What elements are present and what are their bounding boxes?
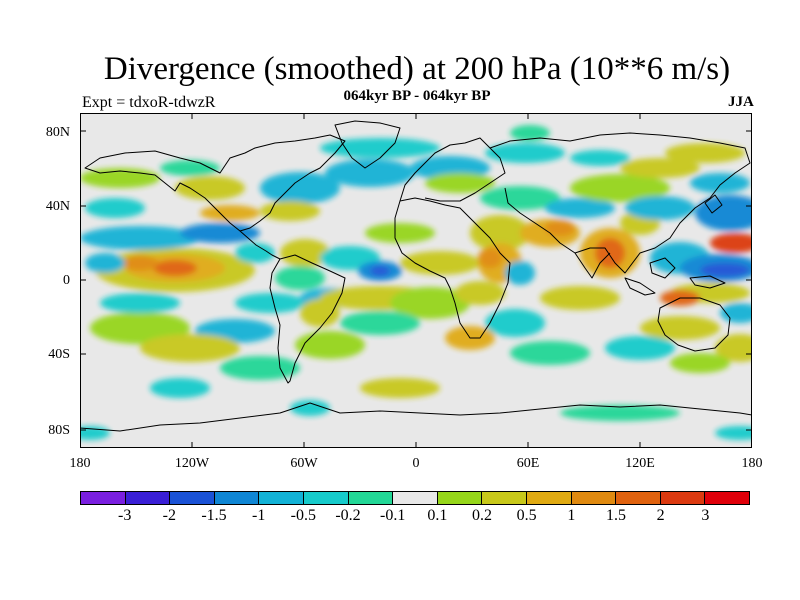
colorbar-swatch [81, 492, 126, 504]
colorbar-label: 1 [567, 507, 576, 524]
map-canvas [80, 113, 752, 448]
lon-tick-180w: 180 [69, 456, 91, 471]
lat-tick-40n: 40N [45, 199, 70, 214]
colorbar-label: 2 [656, 507, 665, 524]
lat-tick-80s: 80S [48, 423, 70, 438]
colorbar-swatch [303, 492, 349, 504]
colorbar-label: -1.5 [201, 507, 227, 524]
coastline-sumatra [624, 277, 656, 296]
colorbar-swatch [348, 492, 394, 504]
lon-tick-60e: 60E [516, 456, 540, 471]
colorbar-swatch [526, 492, 572, 504]
time-range-subtitle: 064kyr BP - 064kyr BP [343, 88, 491, 104]
coastline-japan [704, 194, 723, 214]
colorbar-label: 3 [701, 507, 710, 524]
divergence-field [80, 125, 752, 440]
lon-tick-120w: 120W [174, 456, 210, 471]
coastline-north-america [84, 134, 346, 232]
colorbar [80, 491, 750, 505]
coastline-africa [394, 197, 511, 339]
coastline-central-america [239, 230, 281, 260]
lon-tick-60w: 60W [290, 456, 318, 471]
colorbar-swatch [170, 492, 215, 504]
colorbar-swatch [705, 492, 749, 504]
colorbar-swatch [214, 492, 260, 504]
coastline-antarctica [80, 402, 752, 432]
lon-tick-0: 0 [412, 456, 420, 471]
coastline-australia [657, 297, 731, 352]
colorbar-swatch [393, 492, 438, 504]
colorbar-swatch [660, 492, 706, 504]
coastline-india [574, 252, 611, 279]
lon-tick-180e: 180 [741, 456, 763, 471]
coastline-europe [399, 137, 506, 202]
colorbar-label: 1.5 [606, 507, 626, 524]
lat-tick-80n: 80N [45, 125, 70, 140]
coastline-south-america [269, 254, 346, 384]
colorbar-label: 0.1 [427, 507, 448, 524]
colorbar-label: -1 [251, 507, 266, 524]
colorbar-label: 0.5 [516, 507, 537, 524]
coastline-borneo [649, 257, 676, 279]
colorbar-label: -0.1 [379, 507, 406, 524]
colorbar-label: 0.2 [472, 507, 492, 524]
colorbar-label: -0.2 [335, 507, 361, 524]
colorbar-swatch [571, 492, 617, 504]
experiment-label: Expt = tdxoR-tdwzR [82, 94, 216, 111]
colorbar-swatch [437, 492, 483, 504]
lon-tick-120e: 120E [625, 456, 655, 471]
lat-tick-0: 0 [63, 273, 70, 288]
season-label: JJA [728, 94, 754, 110]
colorbar-swatch [125, 492, 171, 504]
divergence-map [80, 113, 752, 448]
colorbar-label: -2 [162, 507, 176, 524]
plot-title: Divergence (smoothed) at 200 hPa (10**6 … [103, 51, 731, 87]
colorbar-label: -3 [117, 507, 132, 524]
coastline-asia [489, 132, 751, 274]
coastline-new-guinea [689, 275, 726, 289]
colorbar-swatch [482, 492, 527, 504]
colorbar-swatch [616, 492, 661, 504]
lat-tick-40s: 40S [48, 347, 70, 362]
colorbar-swatch [259, 492, 304, 504]
axis-ticks [80, 113, 752, 448]
coastlines [80, 120, 752, 432]
colorbar-label: -0.5 [290, 507, 316, 524]
coastline-greenland [334, 120, 401, 169]
